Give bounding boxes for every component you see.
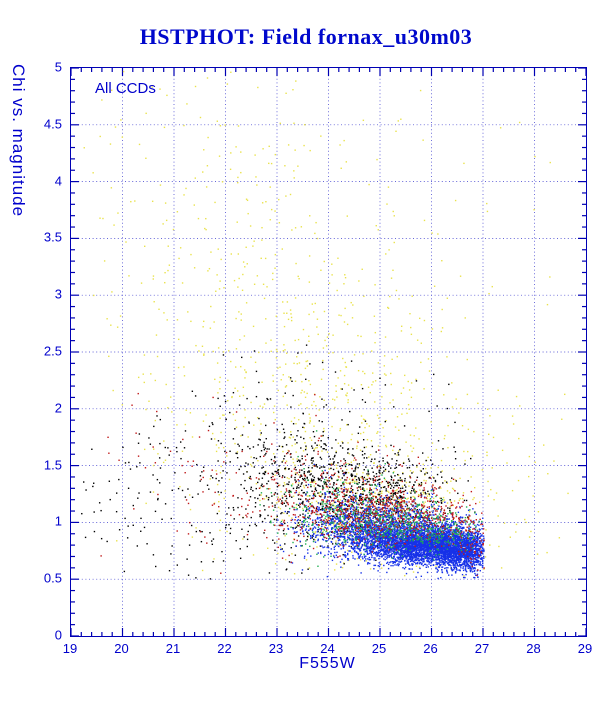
y-tick-label: 4.5 (43, 116, 62, 132)
x-tick-label: 28 (526, 641, 541, 656)
y-tick-label: 4 (54, 173, 62, 189)
y-tick-label: 0 (54, 627, 62, 643)
plot-area: All CCDs (70, 67, 587, 637)
x-tick-label: 22 (217, 641, 232, 656)
y-axis-label: Chi vs. magnitude (9, 64, 28, 218)
x-tick-label: 25 (371, 641, 387, 656)
x-axis-label: F555W (299, 655, 356, 672)
y-tick-label: 1 (54, 513, 62, 529)
x-tick-label: 19 (62, 641, 78, 656)
x-tick-label: 23 (268, 641, 284, 656)
y-tick-label: 5 (54, 59, 62, 75)
scatter-canvas (71, 68, 586, 636)
x-tick-label: 24 (320, 641, 335, 656)
y-tick-label: 2 (54, 400, 62, 416)
y-tick-label: 2.5 (43, 343, 62, 359)
y-tick-label: 3.5 (43, 229, 62, 245)
y-tick-label: 0.5 (43, 570, 62, 586)
y-tick-label: 3 (54, 286, 62, 302)
x-tick-label: 26 (423, 641, 438, 656)
x-tick-label: 27 (474, 641, 490, 656)
x-tick-label: 29 (577, 641, 593, 656)
annotation-all-ccds: All CCDs (95, 80, 156, 97)
y-tick-label: 1.5 (43, 457, 62, 473)
x-tick-label: 20 (114, 641, 129, 656)
page-title: HSTPHOT: Field fornax_u30m03 (139, 24, 473, 49)
x-tick-label: 21 (165, 641, 181, 656)
